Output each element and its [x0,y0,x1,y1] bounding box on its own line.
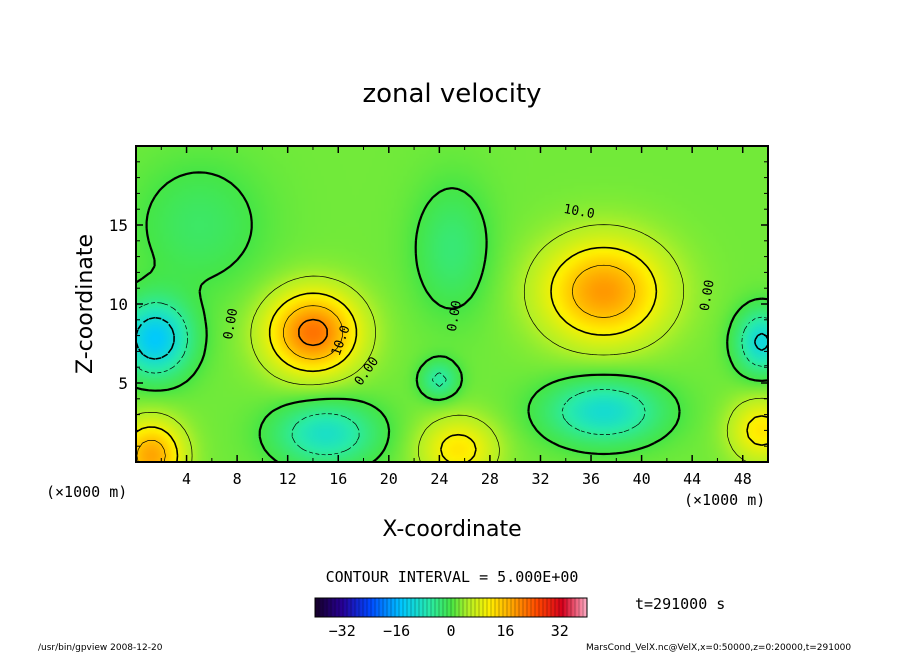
colorbar: −32 −16 0 16 32 [314,597,588,640]
colorbar-tick-label: 0 [446,622,455,640]
footer-left: /usr/bin/gpview 2008-12-20 [38,643,163,653]
x-tick-label: 20 [380,470,398,488]
contour-interval-label: CONTOUR INTERVAL = 5.000E+00 [326,568,579,586]
contour-line-neg10 [136,316,768,360]
contour-label: 10.0 [562,202,595,222]
colorbar-tick-label: 32 [551,622,569,640]
x-tick-label: 28 [481,470,499,488]
contour-label: 0.00 [221,307,241,340]
y-tick-label: 15 [109,216,128,235]
x-tick-label: 44 [683,470,701,488]
x-axis-label: X-coordinate [382,517,521,542]
x-tick-label: 12 [279,470,297,488]
y-tick-label: 5 [118,374,128,393]
contour-line-neg5 [136,302,768,456]
x-axis: 4 8 12 16 20 24 28 32 36 40 44 48 [160,146,752,488]
contour-line-20 [298,318,328,347]
y-axis: 5 10 15 [109,161,768,447]
chart-title: zonal velocity [362,79,541,109]
colorbar-tick-label: −32 [329,622,356,640]
contour-label: 0.00 [445,299,465,332]
y-axis-label: Z-coordinate [73,234,98,374]
contour-line-5 [136,224,768,462]
colorbar-tick-label: 16 [496,622,514,640]
x-tick-label: 24 [430,470,448,488]
heatmap-field [136,146,768,462]
contour-line-10 [136,246,768,462]
colorbar-tick-label: −16 [383,622,410,640]
time-label: t=291000 s [635,595,725,613]
contour-lines [136,171,768,462]
x-tick-label: 16 [329,470,347,488]
contour-label: 0.00 [698,279,718,312]
x-tick-label: 32 [531,470,549,488]
x-tick-label: 4 [182,470,191,488]
colorbar-ticks: −32 −16 0 16 32 [318,598,584,640]
contour-line-15 [136,264,636,462]
x-tick-label: 8 [233,470,242,488]
x-unit-label-left: (×1000 m) [46,483,127,501]
x-tick-label: 36 [582,470,600,488]
y-tick-label: 10 [109,295,128,314]
x-tick-label: 48 [734,470,752,488]
contour-line-0 [136,171,768,462]
x-unit-label-right: (×1000 m) [684,491,765,509]
x-tick-label: 40 [633,470,651,488]
footer-right: MarsCond_VelX.nc@VelX,x=0:50000,z=0:2000… [586,643,851,653]
